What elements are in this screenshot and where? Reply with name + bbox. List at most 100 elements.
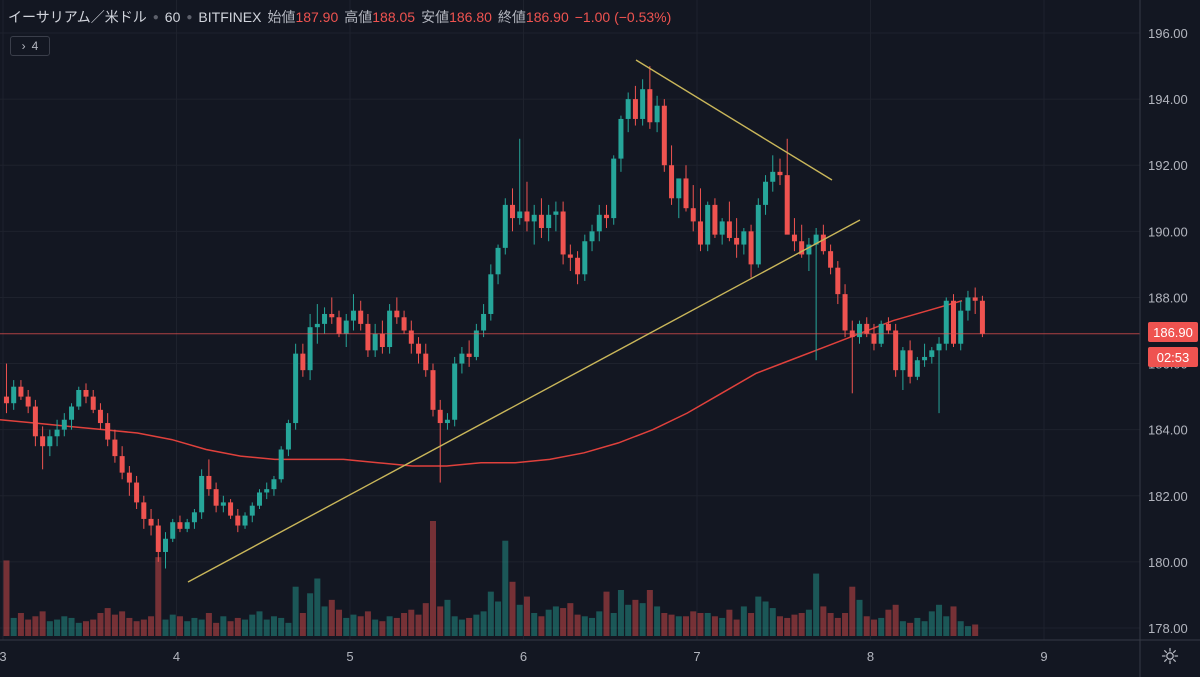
volume-bar xyxy=(205,613,212,636)
volume-bar xyxy=(307,593,314,636)
high-label: 高値 xyxy=(344,9,373,25)
volume-bar xyxy=(292,586,299,636)
candle-body xyxy=(394,310,400,318)
candle-body xyxy=(632,99,638,119)
candle-body xyxy=(76,390,82,407)
candle-body xyxy=(936,343,942,351)
volume-bar xyxy=(466,617,473,636)
candle-body xyxy=(112,439,118,457)
chart-grid xyxy=(0,0,1140,640)
candle-body xyxy=(350,310,356,321)
volume-bars xyxy=(3,521,979,636)
volume-bar xyxy=(82,621,89,636)
volume-bar xyxy=(422,603,429,636)
candle-body xyxy=(589,231,595,242)
candle-body xyxy=(958,310,964,344)
volume-bar xyxy=(263,619,270,636)
volume-bar xyxy=(661,613,668,636)
separator-dot: ● xyxy=(186,11,193,23)
volume-bar xyxy=(415,614,422,636)
interval[interactable]: 60 xyxy=(164,9,181,25)
candle-body xyxy=(69,406,75,420)
gear-icon[interactable] xyxy=(1158,644,1182,668)
volume-bar xyxy=(914,617,921,636)
time-tick-label: 5 xyxy=(346,649,353,664)
volume-bar xyxy=(711,616,718,636)
volume-bar xyxy=(697,613,704,636)
volume-bar xyxy=(451,616,458,636)
volume-bar xyxy=(827,613,834,636)
volume-bar xyxy=(581,616,588,636)
candle-body xyxy=(755,204,761,265)
candle-body xyxy=(40,436,46,447)
candle-body xyxy=(329,313,335,318)
candle-body xyxy=(647,89,653,123)
candle-body xyxy=(105,423,111,440)
volume-bar xyxy=(878,617,885,636)
candle-body xyxy=(177,522,183,529)
volume-bar xyxy=(632,599,639,636)
volume-bar xyxy=(907,622,914,636)
price-tick-label: 194.00 xyxy=(1148,92,1188,107)
price-tick-label: 184.00 xyxy=(1148,423,1188,438)
volume-bar xyxy=(668,614,675,636)
volume-bar xyxy=(140,619,147,636)
volume-bar xyxy=(242,619,249,636)
exchange: BITFINEX xyxy=(198,9,262,25)
candle-body xyxy=(199,475,205,513)
candle-body xyxy=(748,231,754,265)
time-tick-label: 8 xyxy=(867,649,874,664)
candle-body xyxy=(531,214,537,222)
volume-bar xyxy=(336,609,343,636)
candle-body xyxy=(285,423,291,450)
candle-body xyxy=(271,479,277,490)
last-price-tag: 186.90 xyxy=(1148,322,1198,342)
open-label: 始値 xyxy=(267,9,296,25)
bar-countdown-tag: 02:53 xyxy=(1148,347,1198,367)
high-value: 188.05 xyxy=(372,9,416,25)
resistance-trendline xyxy=(635,59,833,181)
volume-bar xyxy=(314,578,321,636)
volume-bar xyxy=(343,617,350,636)
candle-body xyxy=(444,419,450,424)
volume-bar xyxy=(480,611,487,636)
candle-body xyxy=(90,396,96,410)
candle-body xyxy=(900,350,906,371)
candle-body xyxy=(575,257,581,275)
candle-body xyxy=(134,482,140,503)
price-tick-label: 188.00 xyxy=(1148,290,1188,305)
candle-body xyxy=(416,343,422,354)
volume-bar xyxy=(328,599,335,636)
volume-bar xyxy=(364,611,371,636)
change-value: −1.00 (−0.53%) xyxy=(574,9,672,25)
volume-bar xyxy=(719,617,726,636)
volume-bar xyxy=(603,591,610,636)
candle-body xyxy=(806,244,812,255)
volume-bar xyxy=(104,608,111,636)
trendlines xyxy=(187,59,861,583)
separator-dot: ● xyxy=(152,11,159,23)
volume-bar xyxy=(639,603,646,636)
candle-body xyxy=(314,323,320,328)
indicators-toggle-button[interactable]: › 4 xyxy=(10,36,50,56)
volume-bar xyxy=(762,601,769,636)
candle-body xyxy=(683,178,689,209)
volume-bar xyxy=(791,614,798,636)
candle-body xyxy=(719,221,725,235)
candle-body xyxy=(437,409,443,424)
volume-bar xyxy=(936,604,943,636)
candle-body xyxy=(423,353,429,371)
volume-bar xyxy=(119,611,126,636)
candle-body xyxy=(943,300,949,344)
volume-bar xyxy=(401,613,408,636)
moving-average xyxy=(0,300,963,467)
volume-bar xyxy=(776,616,783,636)
volume-bar xyxy=(487,591,494,636)
volume-bar xyxy=(704,613,711,636)
symbol-name[interactable]: イーサリアム／米ドル xyxy=(8,9,147,25)
volume-bar xyxy=(429,521,436,636)
candle-body xyxy=(293,353,299,424)
volume-bar xyxy=(892,604,899,636)
candle-body xyxy=(481,313,487,331)
